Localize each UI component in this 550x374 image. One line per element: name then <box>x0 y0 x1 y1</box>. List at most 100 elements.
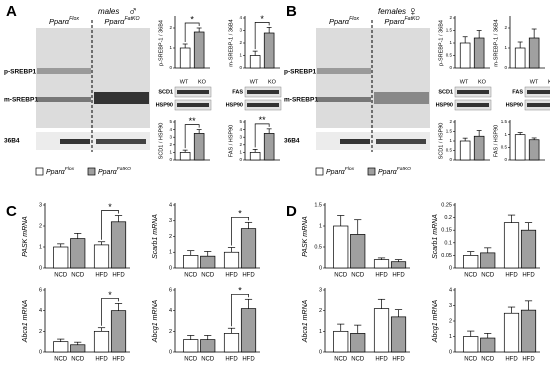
x-tick-label: NCD <box>464 357 478 363</box>
significance-bracket <box>231 293 249 327</box>
blot-band <box>340 139 370 144</box>
y-tick-label: 0.1 <box>444 240 452 246</box>
inset-band <box>177 90 209 94</box>
y-tick-label: 0 <box>39 265 42 271</box>
y-tick-label: 2 <box>169 25 172 30</box>
y-tick-label: 0 <box>449 157 452 162</box>
y-axis-title: p-SREBP-1 / 36B4 <box>438 20 444 66</box>
bar <box>53 246 69 269</box>
blot-band <box>317 97 371 102</box>
legend-label: PparαFlox <box>326 166 355 176</box>
x-tick-label: NCD <box>481 273 495 279</box>
legend-label-gene: Pparα <box>378 169 398 176</box>
x-tick-label: HFD <box>505 357 518 363</box>
bar <box>503 312 520 353</box>
inset-row-label: FAS <box>232 89 243 95</box>
y-axis-title: PASK mRNA <box>22 216 29 257</box>
blot-column-label: PparαFatKO <box>104 16 139 26</box>
significance-label: ** <box>259 115 267 125</box>
y-tick-label: 0 <box>504 65 507 70</box>
y-tick-label: 1 <box>319 329 322 335</box>
inset-header: WT <box>180 79 189 85</box>
inset-header: WT <box>250 79 259 85</box>
legend-label: PparαFatKO <box>98 166 131 176</box>
y-tick-label: 4 <box>449 287 452 293</box>
y-tick-label: 1 <box>449 138 452 143</box>
legend-label-sup: FatKO <box>397 166 411 172</box>
bar <box>514 134 526 161</box>
significance-label: * <box>238 286 242 296</box>
bar <box>480 337 496 353</box>
inset-row-label: HSP90 <box>226 102 243 108</box>
y-tick-label: 6 <box>169 287 172 293</box>
y-tick-label: 1 <box>239 53 242 58</box>
x-tick-label: HFD <box>392 273 405 279</box>
bar <box>53 341 69 353</box>
x-tick-label: HFD <box>392 357 405 363</box>
y-tick-label: 2 <box>169 142 172 147</box>
bar <box>179 47 191 69</box>
blot-column-label-gene: Pparα <box>384 17 405 26</box>
blot-row-label: p-SREBP1 <box>284 69 317 76</box>
blot-column-label: PparαFlox <box>49 16 79 26</box>
blot-row-label: m-SREBP1 <box>4 97 38 104</box>
bar <box>70 238 86 269</box>
y-tick-label: 4 <box>239 15 242 20</box>
y-tick-label: 0 <box>319 349 322 355</box>
x-tick-label: NCD <box>334 357 348 363</box>
inset-band <box>527 103 550 107</box>
y-tick-label: 0.5 <box>501 145 508 150</box>
inset-header: WT <box>460 79 469 85</box>
y-tick-label: 1 <box>39 244 42 250</box>
significance-bracket <box>184 22 200 42</box>
y-axis-title: m-SREBP-1 / 36B4 <box>228 19 234 66</box>
bar <box>333 330 349 353</box>
x-tick-label: NCD <box>351 357 365 363</box>
y-tick-label: 2 <box>169 234 172 240</box>
y-tick-label: 2 <box>239 40 242 45</box>
y-axis-title: Abca1 mRNA <box>22 299 29 343</box>
x-tick-label: HFD <box>242 357 255 363</box>
significance-label: ** <box>189 116 197 126</box>
x-tick-label: NCD <box>201 357 215 363</box>
legend-label-sup: Flox <box>65 166 75 172</box>
bar <box>528 139 540 161</box>
y-tick-label: 0 <box>449 65 452 70</box>
x-tick-label: NCD <box>54 357 68 363</box>
bar <box>249 152 261 161</box>
bar <box>350 234 366 269</box>
legend-label-gene: Pparα <box>326 169 346 176</box>
y-tick-label: 3 <box>39 202 42 208</box>
y-tick-label: 3 <box>239 28 242 33</box>
panel-letter: B <box>286 3 297 20</box>
significance-bracket <box>184 124 200 149</box>
blot-column-label-gene: Pparα <box>329 17 350 26</box>
y-axis-title: SCD1 / HSP90 <box>438 123 444 160</box>
y-tick-label: 1 <box>169 45 172 50</box>
y-tick-label: 1 <box>504 132 507 137</box>
y-axis-title: Abcg1 mRNA <box>152 299 159 343</box>
inset-header: KO <box>478 79 487 85</box>
y-tick-label: 1.5 <box>501 119 508 124</box>
bar <box>93 330 110 353</box>
inset-row-label: SCD1 <box>158 89 173 95</box>
x-tick-label: HFD <box>505 273 518 279</box>
bar <box>514 47 526 69</box>
y-tick-label: 0.15 <box>441 228 452 234</box>
blot-band <box>374 92 429 104</box>
bar <box>249 55 261 69</box>
blot <box>36 28 150 128</box>
bar <box>263 133 275 161</box>
x-tick-label: HFD <box>112 357 125 363</box>
y-tick-label: 0 <box>169 349 172 355</box>
x-tick-label: HFD <box>95 273 108 279</box>
bar <box>520 309 537 353</box>
blot-band <box>37 68 91 74</box>
inset-header: KO <box>268 79 277 85</box>
y-tick-label: 1.5 <box>314 202 322 208</box>
y-tick-label: 0.5 <box>446 53 453 58</box>
x-tick-label: HFD <box>522 357 535 363</box>
inset-row-label: HSP90 <box>156 102 173 108</box>
inset-band <box>177 103 209 107</box>
legend-label: PparαFatKO <box>378 166 411 176</box>
